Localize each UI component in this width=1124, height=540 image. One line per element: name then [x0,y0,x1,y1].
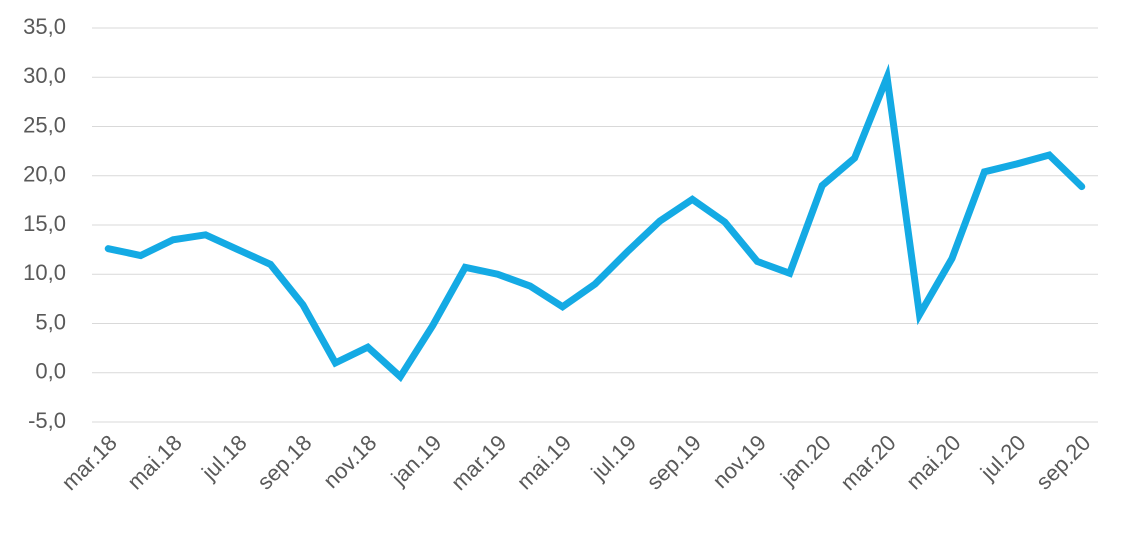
y-tick-label: -5,0 [28,408,66,433]
x-tick-label: jul.18 [196,430,252,486]
x-tick-label: nov.18 [318,430,381,493]
x-tick-label: mai.20 [901,430,965,494]
y-tick-label: 5,0 [35,309,66,334]
x-tick-label: sep.20 [1031,430,1095,494]
y-tick-label: 15,0 [23,211,66,236]
y-tick-label: 10,0 [23,260,66,285]
x-tick-label: sep.18 [252,430,316,494]
y-tick-label: 0,0 [35,359,66,384]
x-tick-label: mar.20 [835,430,900,495]
x-tick-label: jul.19 [586,430,642,486]
y-tick-label: 30,0 [23,63,66,88]
data-line [104,63,1086,383]
x-tick-label: jul.20 [975,430,1031,486]
x-tick-label: mar.18 [57,430,122,495]
x-tick-label: sep.19 [642,430,706,494]
y-tick-label: 20,0 [23,162,66,187]
x-tick-label: mar.19 [446,430,511,495]
x-tick-label: jan.19 [386,430,447,491]
x-tick-label: nov.19 [708,430,771,493]
y-tick-label: 35,0 [23,14,66,39]
y-tick-label: 25,0 [23,112,66,137]
x-tick-label: mai.18 [122,430,186,494]
x-tick-label: mai.19 [512,430,576,494]
x-tick-label: jan.20 [775,430,836,491]
